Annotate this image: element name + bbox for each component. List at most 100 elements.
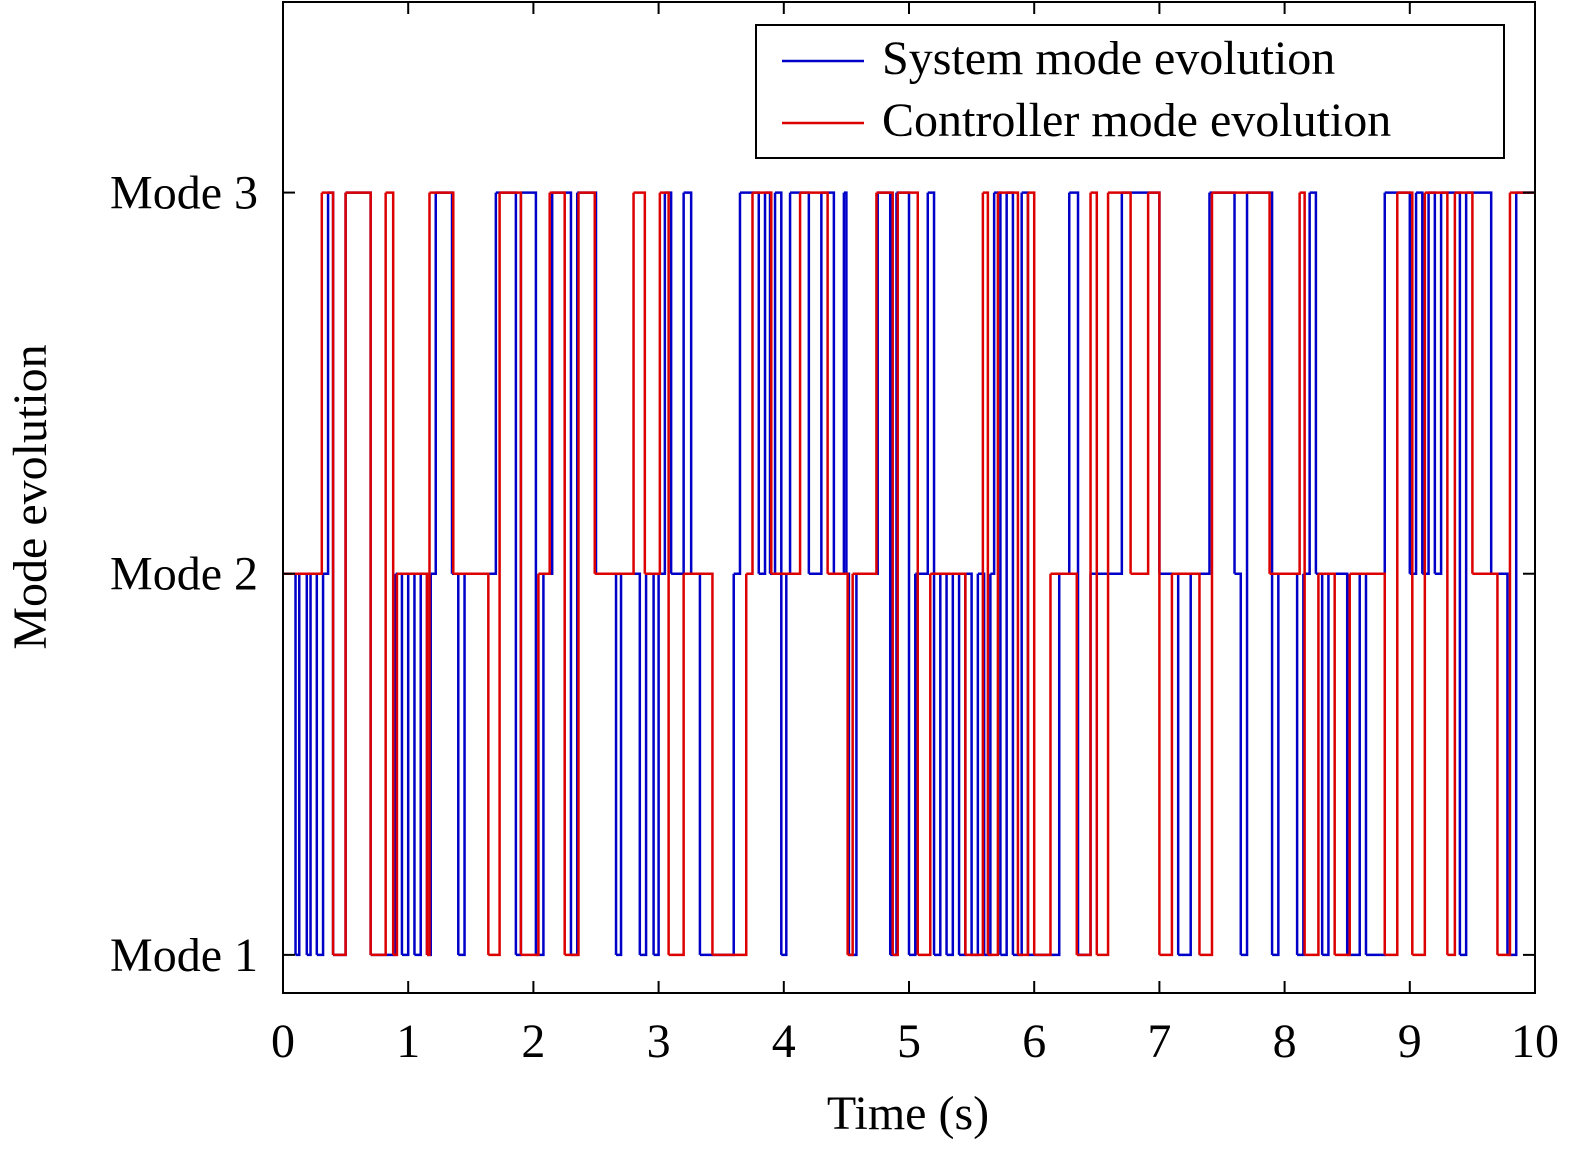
series-line-step [699,573,735,957]
x-tick-label: 3 [647,1015,671,1068]
series-line-step [897,191,920,955]
x-tick-label: 7 [1147,1015,1171,1068]
series-line-step [946,573,955,957]
series-line-step [639,573,648,957]
series-line-step [1078,573,1092,957]
series-line-step [453,572,490,955]
series-line-step [345,191,372,955]
series-line-step [965,192,985,957]
series-line-step [1466,191,1493,574]
series-line-step [1441,191,1462,955]
series-line-step [1459,192,1468,957]
series-line-step [321,191,335,955]
x-tick-label: 4 [772,1015,796,1068]
x-tick-label: 10 [1511,1015,1559,1068]
x-tick-label: 9 [1398,1015,1422,1068]
y-tick-label: Mode 2 [110,548,258,601]
series-line-step [781,573,788,957]
series-line-step [1322,573,1330,957]
series-line-step [668,573,685,957]
series-line-step [644,192,662,575]
y-axis-label: Mode evolution [4,344,57,649]
series-line-step [733,192,742,575]
series-line-step [1328,572,1349,955]
series-line-step [333,192,347,957]
series-line-step [458,573,466,957]
series-line-step [1050,572,1079,955]
series-line-step [739,191,761,574]
x-tick-label: 5 [897,1015,921,1068]
series-line-step [1269,192,1301,575]
series-line-step [452,572,460,955]
series-line-step [758,192,767,575]
series-line-step [1121,191,1161,574]
series-line-step [577,191,598,574]
series-line-step [833,192,846,575]
series-line-step [520,573,540,957]
series-line-step [775,191,783,955]
series-line-step [877,191,892,955]
series-line-step [683,572,714,955]
series-line-step [1148,191,1161,955]
series-line-step [1090,191,1099,955]
series-line-step [1159,572,1180,955]
series-line-step [464,192,498,575]
legend-label: System mode evolution [882,32,1335,85]
series-line-step [1349,572,1387,955]
series-line-step [1090,192,1124,575]
series-line-step [1108,191,1132,574]
series-line-step [977,572,986,955]
series-line-step [1171,572,1201,955]
series-line-step [564,192,580,957]
series-line-step [1454,191,1474,574]
series-line-step [1000,192,1008,957]
series-line-step [633,191,647,574]
series-line-step [691,572,702,955]
series-line-step [1178,573,1192,957]
series-line-step [393,573,399,957]
series-line-step [982,191,990,955]
series-line-step [549,191,566,955]
series-line-step [965,572,973,955]
series-line-step [852,192,878,575]
series-line-step [1297,573,1305,957]
series-line-step [295,573,301,957]
x-tick-label: 1 [396,1015,420,1068]
series-line-step [847,573,854,957]
series-line-step [1491,572,1509,955]
series-line-step [917,573,932,957]
legend-box [755,24,1505,159]
series-line-step [930,572,967,955]
series-line-step [1096,192,1110,957]
series-line-step [786,192,792,575]
series-line-step [987,192,1000,957]
series-line-step [1159,573,1174,957]
legend-label: Controller mode evolution [882,94,1391,147]
series-line-step [1069,191,1080,955]
series-line-step [1412,192,1427,957]
series-line-step [1434,192,1443,575]
series-line-step [333,192,347,957]
series-line-step [552,191,573,955]
series-line-step [1384,192,1399,957]
series-line-step [316,573,325,957]
series-line-step [653,573,660,957]
series-line-step [1081,192,1092,957]
series-line-step [1034,573,1052,957]
series-line-step [1234,572,1243,955]
series-line-step [808,192,823,575]
series-line-step [283,572,297,955]
series-line-step [1497,192,1512,957]
series-line-step [712,573,748,957]
series-line-step [1190,192,1211,575]
series-line-step [370,192,387,957]
series-line-step [578,191,596,574]
series-line-step [430,192,437,575]
series-line-step [401,573,410,957]
series-line-step [520,191,538,955]
series-line-step [1347,573,1361,957]
series-line-step [435,191,454,574]
y-tick-label: Mode 1 [110,929,258,982]
series-line-step [1209,191,1236,574]
